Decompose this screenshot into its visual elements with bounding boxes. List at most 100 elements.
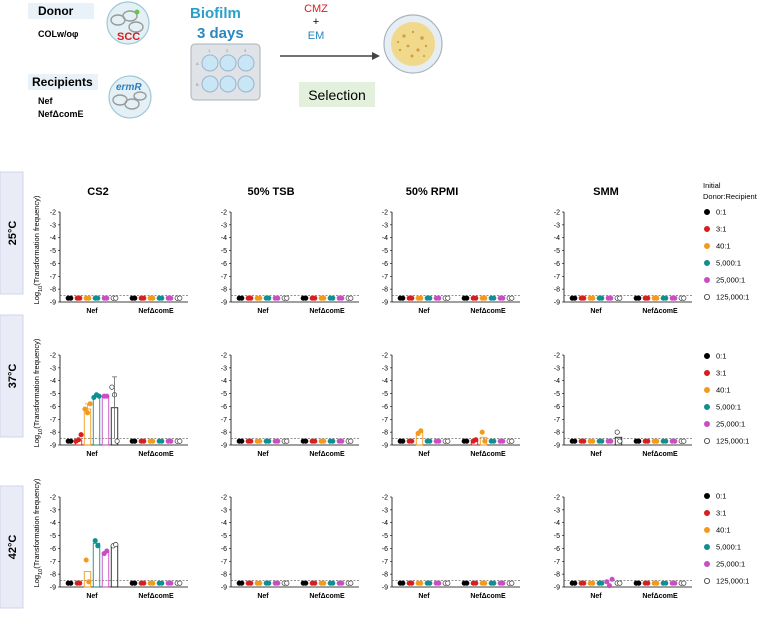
data-point (330, 295, 336, 301)
well-plate-icon: 1 2 3 A B (190, 43, 261, 101)
data-point (248, 438, 254, 444)
y-tick-label: -6 (50, 546, 56, 553)
data-point (114, 438, 120, 444)
data-point (636, 295, 642, 301)
y-tick-label: -7 (382, 417, 388, 424)
data-point (113, 295, 119, 301)
data-point (275, 295, 281, 301)
y-tick-label: -6 (382, 546, 388, 553)
data-point (581, 580, 587, 586)
data-point (590, 438, 596, 444)
panel-r2-c2: -2 -3 -4 -5 -6 -7 -8 -9 Nef NefΔcomE (382, 495, 520, 600)
legend-entry-label: 40:1 (716, 386, 731, 395)
y-tick-label: -4 (50, 378, 56, 385)
y-tick-label: -6 (221, 546, 227, 553)
data-point (141, 580, 147, 586)
process-arrow-icon (280, 52, 380, 60)
data-point (109, 384, 115, 390)
data-point (86, 579, 92, 585)
legend-entry-label: 25,000:1 (716, 560, 745, 569)
data-point (104, 393, 110, 399)
group-label: Nef (257, 593, 269, 600)
data-point (672, 295, 678, 301)
legend-marker (704, 578, 711, 585)
group-label: Nef (590, 593, 602, 600)
data-point (509, 295, 515, 301)
legend-entry-label: 40:1 (716, 242, 731, 251)
legend-title-line2: Donor:Recipient (703, 192, 758, 201)
panel-r0-c0: -2 -3 -4 -5 -6 -7 -8 -9 Nef NefΔcomE (50, 210, 188, 315)
data-point (663, 438, 669, 444)
data-point (608, 295, 614, 301)
legend-marker (704, 259, 711, 266)
data-point (86, 295, 92, 301)
data-point (473, 295, 479, 301)
data-point (239, 580, 245, 586)
data-point (275, 438, 281, 444)
legend-marker (704, 276, 711, 283)
data-point (92, 538, 98, 544)
y-tick-label: -3 (221, 507, 227, 514)
data-point (572, 438, 578, 444)
data-point (436, 580, 442, 586)
data-point (473, 580, 479, 586)
y-tick-label: -8 (554, 287, 560, 294)
y-tick-label: -5 (382, 391, 388, 398)
group-label: Nef (418, 593, 430, 600)
legend-entry-label: 25,000:1 (716, 276, 745, 285)
data-point (614, 429, 620, 435)
y-tick-label: -4 (50, 235, 56, 242)
panel-r2-c3: -2 -3 -4 -5 -6 -7 -8 -9 Nef NefΔcomE (554, 495, 692, 600)
data-point (427, 438, 433, 444)
y-tick-label: -9 (50, 443, 56, 450)
data-point (348, 295, 354, 301)
data-point (68, 295, 74, 301)
data-point (427, 295, 433, 301)
y-tick-label: -8 (50, 287, 56, 294)
data-point (303, 295, 309, 301)
data-point (491, 438, 497, 444)
legend-entry-label: 125,000:1 (716, 577, 749, 586)
y-tick-label: -3 (554, 222, 560, 229)
data-point (445, 295, 451, 301)
y-tick-label: -7 (50, 559, 56, 566)
data-point (284, 295, 290, 301)
y-tick-label: -4 (221, 520, 227, 527)
data-point (636, 580, 642, 586)
legend-entry-label: 5,000:1 (716, 403, 741, 412)
group-label: NefΔcomE (470, 451, 506, 458)
y-tick-label: -9 (554, 300, 560, 307)
data-point (257, 580, 263, 586)
data-point (77, 295, 83, 301)
y-tick-label: -2 (382, 353, 388, 360)
legend-marker (704, 386, 711, 393)
data-point (479, 429, 485, 435)
data-point (177, 580, 183, 586)
data-point (275, 580, 281, 586)
y-tick-label: -9 (382, 585, 388, 592)
agar-plate-icon (383, 14, 443, 74)
y-tick-label: -2 (554, 210, 560, 217)
data-point (150, 295, 156, 301)
data-point (113, 542, 119, 548)
data-point (617, 438, 623, 444)
panel-r2-c0: -2 -3 -4 -5 -6 -7 -8 -9 Nef NefΔcomE (50, 495, 188, 600)
legend-marker (704, 527, 711, 534)
data-point (590, 580, 596, 586)
legend-entry-label: 0:1 (716, 492, 726, 501)
data-point (177, 438, 183, 444)
y-tick-label: -8 (382, 430, 388, 437)
group-label: NefΔcomE (642, 308, 678, 315)
legend-25c: 0:1 3:1 40:1 5,000:1 25,000:1 125,000:1 (704, 208, 749, 302)
y-tick-label: -5 (221, 248, 227, 255)
data-point (257, 438, 263, 444)
data-point (599, 580, 605, 586)
legend-entry-label: 25,000:1 (716, 420, 745, 429)
data-point (672, 438, 678, 444)
y-tick-label: -4 (221, 378, 227, 385)
col-title-cs2: CS2 (87, 186, 108, 198)
legend-marker (704, 544, 711, 551)
ermr-mark: ermR (116, 82, 142, 93)
y-tick-label: -2 (221, 353, 227, 360)
y-tick-label: -9 (382, 443, 388, 450)
